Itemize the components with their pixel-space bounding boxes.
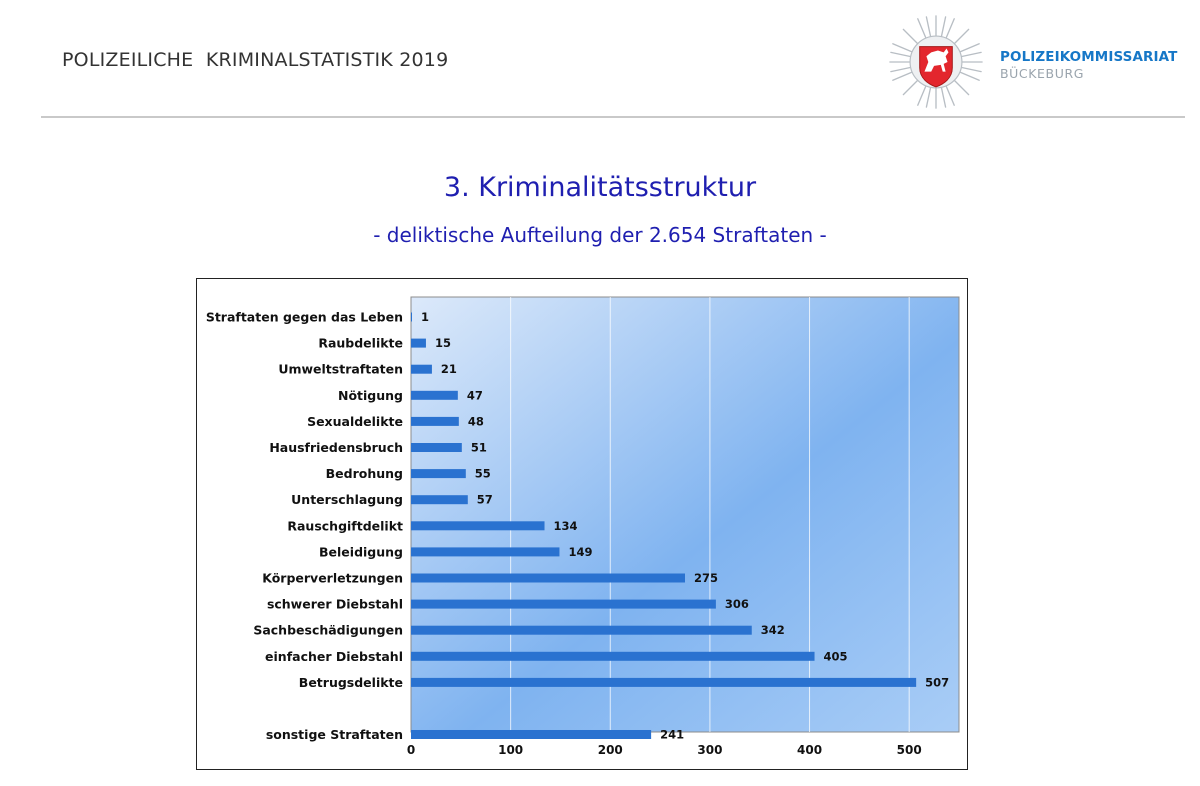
page-title: 3. Kriminalitätsstruktur <box>443 172 757 203</box>
header-divider <box>41 116 1185 118</box>
data-label: 342 <box>761 623 785 637</box>
bar <box>411 651 815 661</box>
org-location: BÜCKEBURG <box>1000 66 1085 81</box>
data-label: 48 <box>468 414 484 428</box>
bar <box>411 677 917 687</box>
data-label: 507 <box>925 675 949 689</box>
bar <box>411 521 545 531</box>
header-title: POLIZEILICHE KRIMINALSTATISTIK 2019 <box>62 49 449 71</box>
category-label: Betrugsdelikte <box>299 675 403 690</box>
bar-chart: Straftaten gegen das Leben 1 Raubdelikte 15… <box>206 296 960 757</box>
category-label: Beleidigung <box>319 544 403 559</box>
data-label: 47 <box>467 388 483 402</box>
category-label: einfacher Diebstahl <box>265 649 403 664</box>
category-label: Umweltstraftaten <box>278 362 403 377</box>
category-label: Sexualdelikte <box>307 414 403 429</box>
category-label: Unterschlagung <box>291 492 403 507</box>
data-label: 57 <box>477 493 493 507</box>
bar <box>411 416 459 426</box>
org-name: POLIZEIKOMMISSARIAT <box>1000 49 1178 65</box>
data-label: 306 <box>725 597 749 611</box>
chart-frame: Straftaten gegen das Leben 1 Raubdelikte 15… <box>196 278 968 770</box>
category-label: Straftaten gegen das Leben <box>206 310 403 325</box>
bar <box>411 573 685 583</box>
data-label: 15 <box>435 336 451 350</box>
category-label: schwerer Diebstahl <box>267 597 403 612</box>
category-label: Hausfriedensbruch <box>269 440 403 455</box>
bar <box>411 730 652 739</box>
category-label: Nötigung <box>338 388 403 403</box>
x-tick-label: 500 <box>897 743 922 757</box>
data-label: 149 <box>568 545 592 559</box>
x-tick-label: 0 <box>407 743 415 757</box>
bar <box>411 547 560 557</box>
category-label: Rauschgiftdelikt <box>287 518 403 533</box>
bar <box>411 443 462 452</box>
bar <box>411 599 716 609</box>
category-label: Raubdelikte <box>318 336 403 351</box>
category-label: sonstige Straftaten <box>266 727 403 742</box>
data-label: 51 <box>471 441 487 455</box>
data-label: 405 <box>824 649 848 663</box>
data-label: 134 <box>554 519 578 533</box>
data-label: 275 <box>694 571 718 585</box>
data-label: 241 <box>660 728 684 742</box>
page-subtitle: - deliktische Aufteilung der 2.654 Straf… <box>373 223 827 247</box>
category-label: Sachbeschädigungen <box>253 623 403 638</box>
bar <box>411 625 752 635</box>
data-label: 1 <box>421 310 429 324</box>
bar <box>411 338 426 348</box>
x-tick-label: 100 <box>498 743 523 757</box>
plot-area <box>410 296 960 733</box>
data-label: 55 <box>475 467 491 481</box>
x-tick-label: 200 <box>598 743 623 757</box>
bar <box>411 390 458 400</box>
data-label: 21 <box>441 362 457 376</box>
bar <box>411 312 412 322</box>
x-tick-label: 300 <box>697 743 722 757</box>
bar <box>411 364 432 374</box>
category-label: Bedrohung <box>326 466 403 481</box>
police-badge-icon <box>889 15 983 109</box>
category-label: Körperverletzungen <box>262 571 403 586</box>
bar <box>411 469 466 479</box>
bar <box>411 495 468 505</box>
x-tick-label: 400 <box>797 743 822 757</box>
